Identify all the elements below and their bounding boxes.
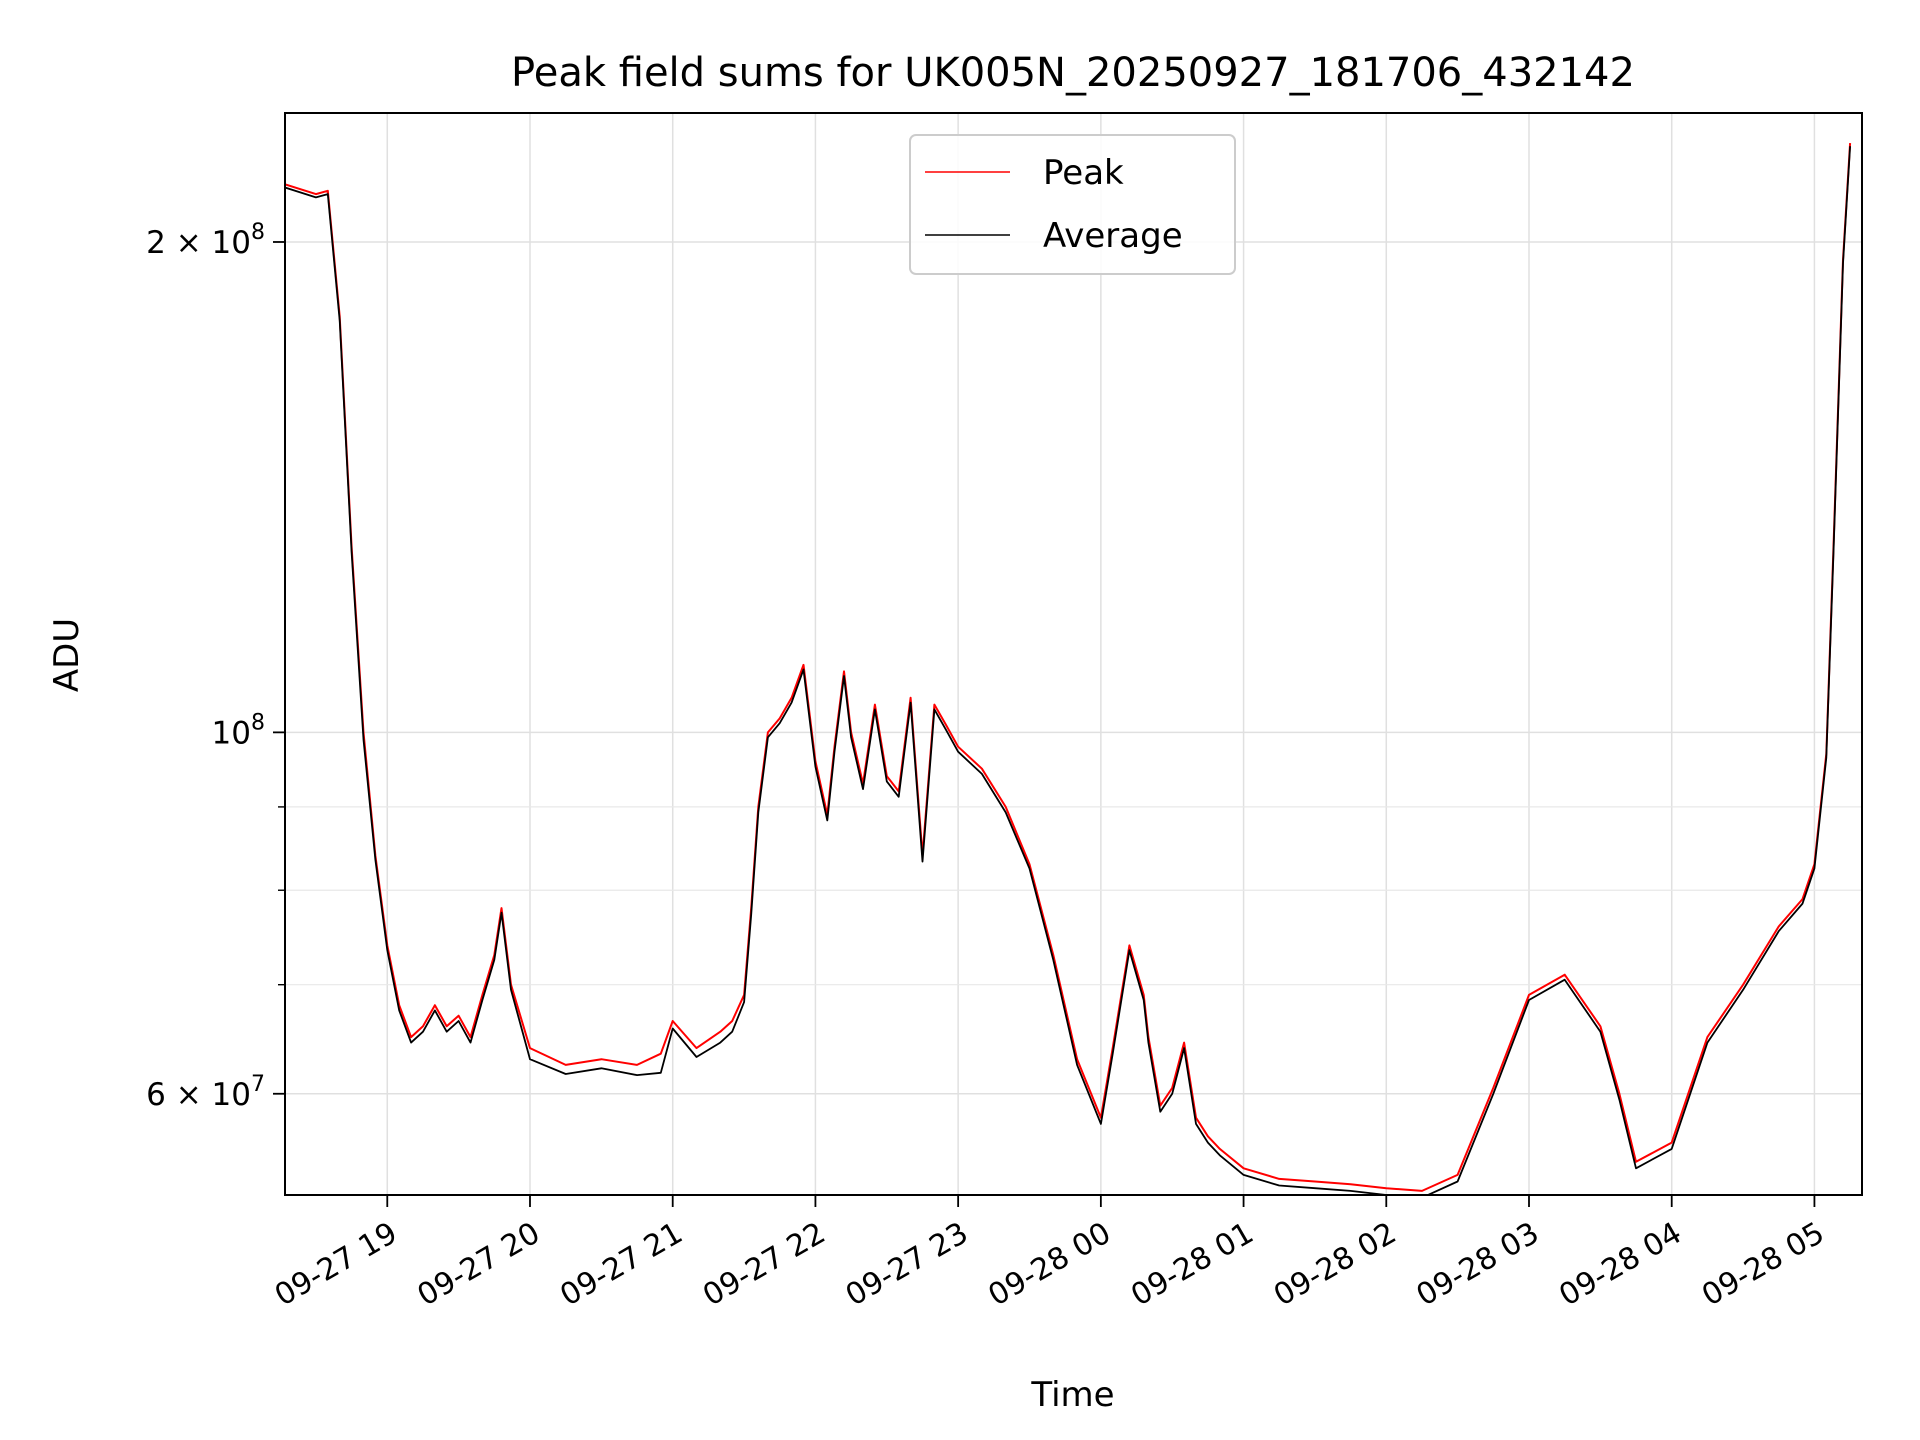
y-tick-base: 6 × 10 bbox=[146, 1077, 251, 1113]
y-tick-exponent: 8 bbox=[251, 220, 265, 245]
grid bbox=[285, 113, 1862, 1195]
y-tick-base: 10 bbox=[212, 715, 251, 751]
legend-box bbox=[909, 134, 1236, 275]
series-layer bbox=[285, 143, 1852, 1195]
legend-label-peak: Peak bbox=[1043, 153, 1124, 193]
series-line-average bbox=[285, 146, 1851, 1195]
y-axis-label: ADU bbox=[47, 618, 87, 692]
y-tick-label: 2 × 108 bbox=[146, 220, 265, 261]
y-tick-base: 2 × 10 bbox=[146, 225, 251, 261]
plot-frame bbox=[284, 112, 1863, 1196]
y-tick-exponent: 7 bbox=[251, 1072, 265, 1097]
legend: Peak Average bbox=[909, 134, 1236, 275]
y-tick-label: 108 bbox=[212, 710, 265, 751]
legend-label-average: Average bbox=[1043, 216, 1183, 256]
chart-title: Peak field sums for UK005N_20250927_1817… bbox=[511, 50, 1635, 96]
x-axis-label: Time bbox=[1030, 1375, 1114, 1415]
y-tick-exponent: 8 bbox=[251, 710, 265, 735]
y-tick-label: 6 × 107 bbox=[146, 1072, 265, 1113]
